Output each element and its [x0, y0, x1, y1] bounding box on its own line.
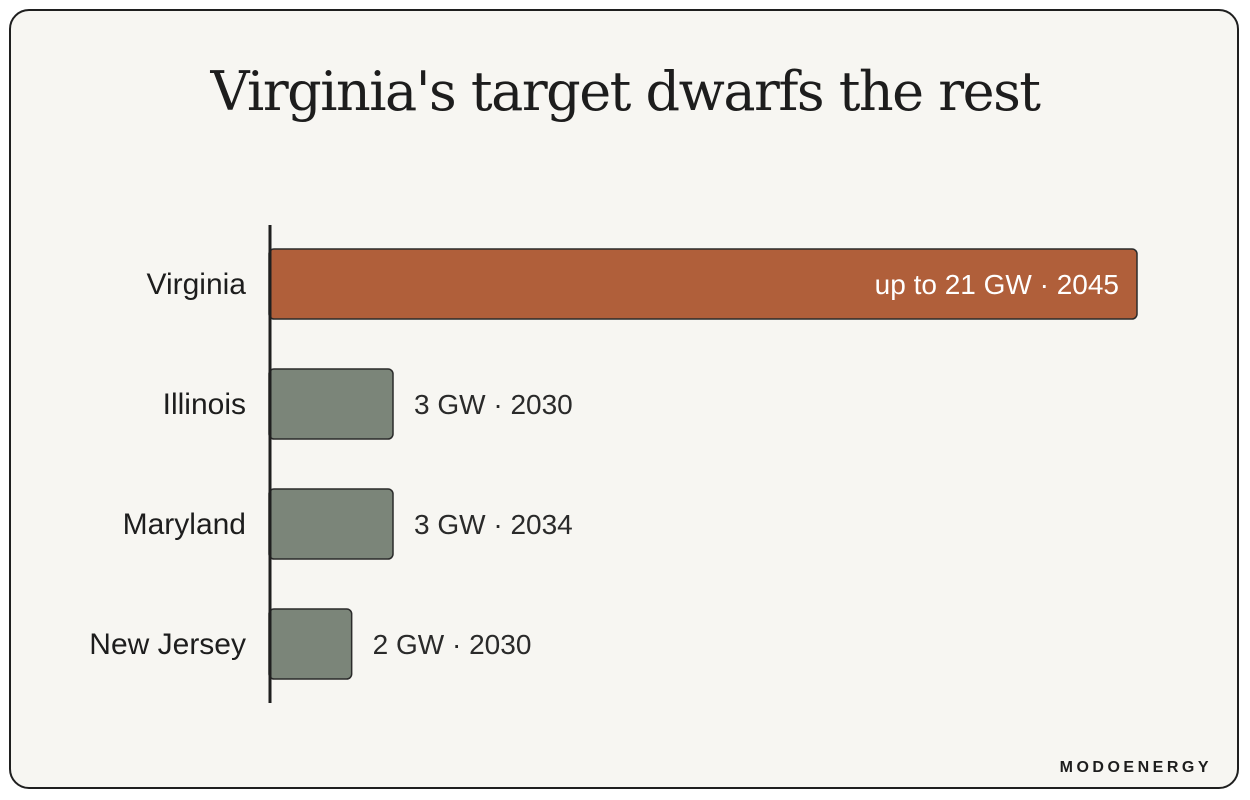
category-label: Illinois — [163, 388, 246, 421]
bar-group-illinois: Illinois 3 GW · 2030 — [163, 368, 573, 440]
bar-group-new-jersey: New Jersey 2 GW · 2030 — [89, 608, 532, 680]
data-label: 3 GW · 2034 — [414, 509, 573, 540]
data-label: up to 21 GW · 2045 — [875, 269, 1119, 300]
bar-group-virginia: Virginia up to 21 GW · 2045 — [146, 248, 1138, 320]
brand-logo-text: MODOENERGY — [1059, 759, 1212, 776]
bar — [268, 368, 394, 440]
category-label: Maryland — [123, 508, 246, 541]
bar — [268, 488, 394, 560]
chart-card — [9, 9, 1239, 789]
data-label: 2 GW · 2030 — [373, 629, 532, 660]
chart-title: Virginia's target dwarfs the rest — [210, 60, 1041, 123]
bar — [268, 608, 353, 680]
data-label: 3 GW · 2030 — [414, 389, 573, 420]
category-label: Virginia — [146, 268, 246, 301]
bar-group-maryland: Maryland 3 GW · 2034 — [123, 488, 573, 560]
category-label: New Jersey — [89, 628, 246, 661]
